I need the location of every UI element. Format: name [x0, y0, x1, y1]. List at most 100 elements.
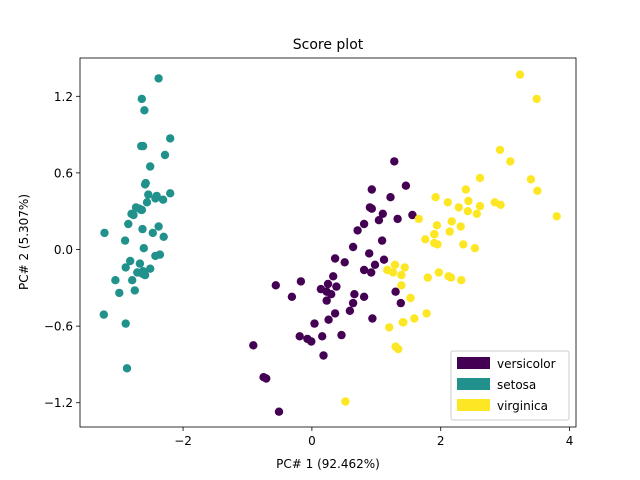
- data-point-virginica: [475, 173, 485, 183]
- data-point-versicolor: [249, 341, 258, 350]
- data-point-versicolor: [365, 249, 374, 258]
- data-point-virginica: [454, 203, 463, 212]
- data-point-virginica: [470, 244, 480, 253]
- data-point-virginica: [391, 342, 400, 351]
- data-point-setosa: [130, 286, 139, 295]
- data-point-setosa: [137, 205, 146, 215]
- y-axis-label: PC# 2 (5.307%): [17, 194, 31, 290]
- data-point-virginica: [410, 314, 419, 323]
- data-point-setosa: [158, 195, 168, 204]
- data-point-setosa: [140, 106, 149, 115]
- data-point-virginica: [399, 318, 408, 327]
- data-point-versicolor: [330, 254, 340, 263]
- data-point-versicolor: [359, 265, 369, 275]
- legend-label-virginica: virginica: [497, 399, 548, 413]
- series-versicolor: [249, 157, 417, 416]
- data-point-versicolor: [390, 157, 399, 166]
- data-point-versicolor: [327, 290, 336, 299]
- data-point-versicolor: [353, 226, 362, 235]
- data-point-versicolor: [393, 214, 402, 224]
- legend-swatch-setosa: [457, 378, 490, 390]
- legend-label-setosa: setosa: [497, 378, 536, 392]
- points-layer: [99, 70, 561, 416]
- data-point-setosa: [159, 232, 168, 241]
- data-point-versicolor: [401, 181, 411, 190]
- data-point-versicolor: [359, 292, 369, 301]
- data-point-versicolor: [348, 298, 358, 308]
- data-point-versicolor: [345, 306, 355, 315]
- data-point-versicolor: [323, 279, 333, 289]
- data-point-setosa: [146, 264, 155, 273]
- data-point-virginica: [432, 221, 442, 230]
- x-axis-label: PC# 1 (92.462%): [276, 457, 380, 471]
- data-point-virginica: [397, 281, 406, 290]
- data-point-setosa: [151, 194, 160, 203]
- x-axis-ticks: −2 0 2 4: [174, 427, 573, 448]
- data-point-setosa: [121, 263, 130, 272]
- data-point-setosa: [141, 178, 150, 188]
- data-point-virginica: [515, 70, 525, 79]
- y-tick-label: 0.0: [54, 243, 73, 257]
- legend-swatch-virginica: [457, 399, 490, 411]
- data-point-versicolor: [262, 374, 271, 383]
- data-point-setosa: [139, 244, 148, 253]
- data-point-setosa: [137, 94, 146, 104]
- data-point-virginica: [461, 185, 470, 194]
- data-point-versicolor: [274, 407, 284, 416]
- data-point-versicolor: [379, 255, 389, 264]
- data-point-virginica: [506, 157, 515, 166]
- data-point-setosa: [115, 288, 124, 298]
- data-point-versicolor: [377, 236, 387, 245]
- legend-entries: versicolor setosa virginica: [457, 357, 556, 413]
- data-point-versicolor: [368, 314, 377, 323]
- y-axis-ticks: −1.2 −0.6 0.0 0.6 1.2: [44, 90, 80, 410]
- data-point-virginica: [430, 230, 439, 239]
- data-point-setosa: [151, 251, 160, 261]
- data-point-versicolor: [332, 282, 341, 291]
- data-point-versicolor: [303, 334, 312, 344]
- legend: versicolor setosa virginica: [450, 350, 570, 421]
- data-point-virginica: [414, 214, 423, 224]
- data-point-virginica: [459, 240, 468, 249]
- y-tick-label: 1.2: [54, 90, 73, 104]
- data-point-setosa: [100, 228, 109, 238]
- data-point-virginica: [446, 273, 456, 282]
- data-point-virginica: [533, 186, 542, 195]
- data-point-versicolor: [396, 298, 405, 308]
- y-tick-label: 0.6: [54, 166, 73, 180]
- data-point-virginica: [457, 276, 466, 285]
- data-point-versicolor: [296, 277, 306, 286]
- data-point-setosa: [166, 189, 175, 198]
- data-point-virginica: [475, 201, 485, 211]
- data-point-setosa: [160, 150, 170, 160]
- data-point-virginica: [552, 212, 561, 221]
- data-point-versicolor: [316, 284, 326, 294]
- data-point-virginica: [390, 260, 400, 269]
- data-point-virginica: [443, 198, 452, 207]
- data-point-virginica: [422, 309, 431, 318]
- data-point-virginica: [472, 209, 481, 218]
- data-point-setosa: [111, 276, 120, 285]
- data-point-versicolor: [367, 185, 376, 194]
- data-point-setosa: [154, 222, 163, 231]
- data-point-virginica: [445, 227, 454, 236]
- data-point-setosa: [99, 310, 109, 319]
- data-point-virginica: [421, 235, 430, 244]
- data-point-setosa: [122, 364, 132, 373]
- data-point-versicolor: [408, 210, 417, 220]
- y-tick-label: −0.6: [44, 320, 73, 334]
- data-point-setosa: [121, 319, 130, 328]
- data-point-versicolor: [287, 292, 297, 301]
- data-point-versicolor: [295, 332, 304, 341]
- data-point-virginica: [431, 193, 440, 202]
- data-point-versicolor: [365, 203, 375, 212]
- data-point-versicolor: [386, 193, 395, 202]
- data-point-virginica: [400, 263, 409, 272]
- data-point-virginica: [463, 207, 472, 216]
- data-point-setosa: [138, 224, 147, 234]
- y-tick-label: −1.2: [44, 396, 73, 410]
- data-point-virginica: [495, 145, 505, 155]
- data-point-versicolor: [378, 209, 387, 218]
- data-point-virginica: [434, 268, 443, 277]
